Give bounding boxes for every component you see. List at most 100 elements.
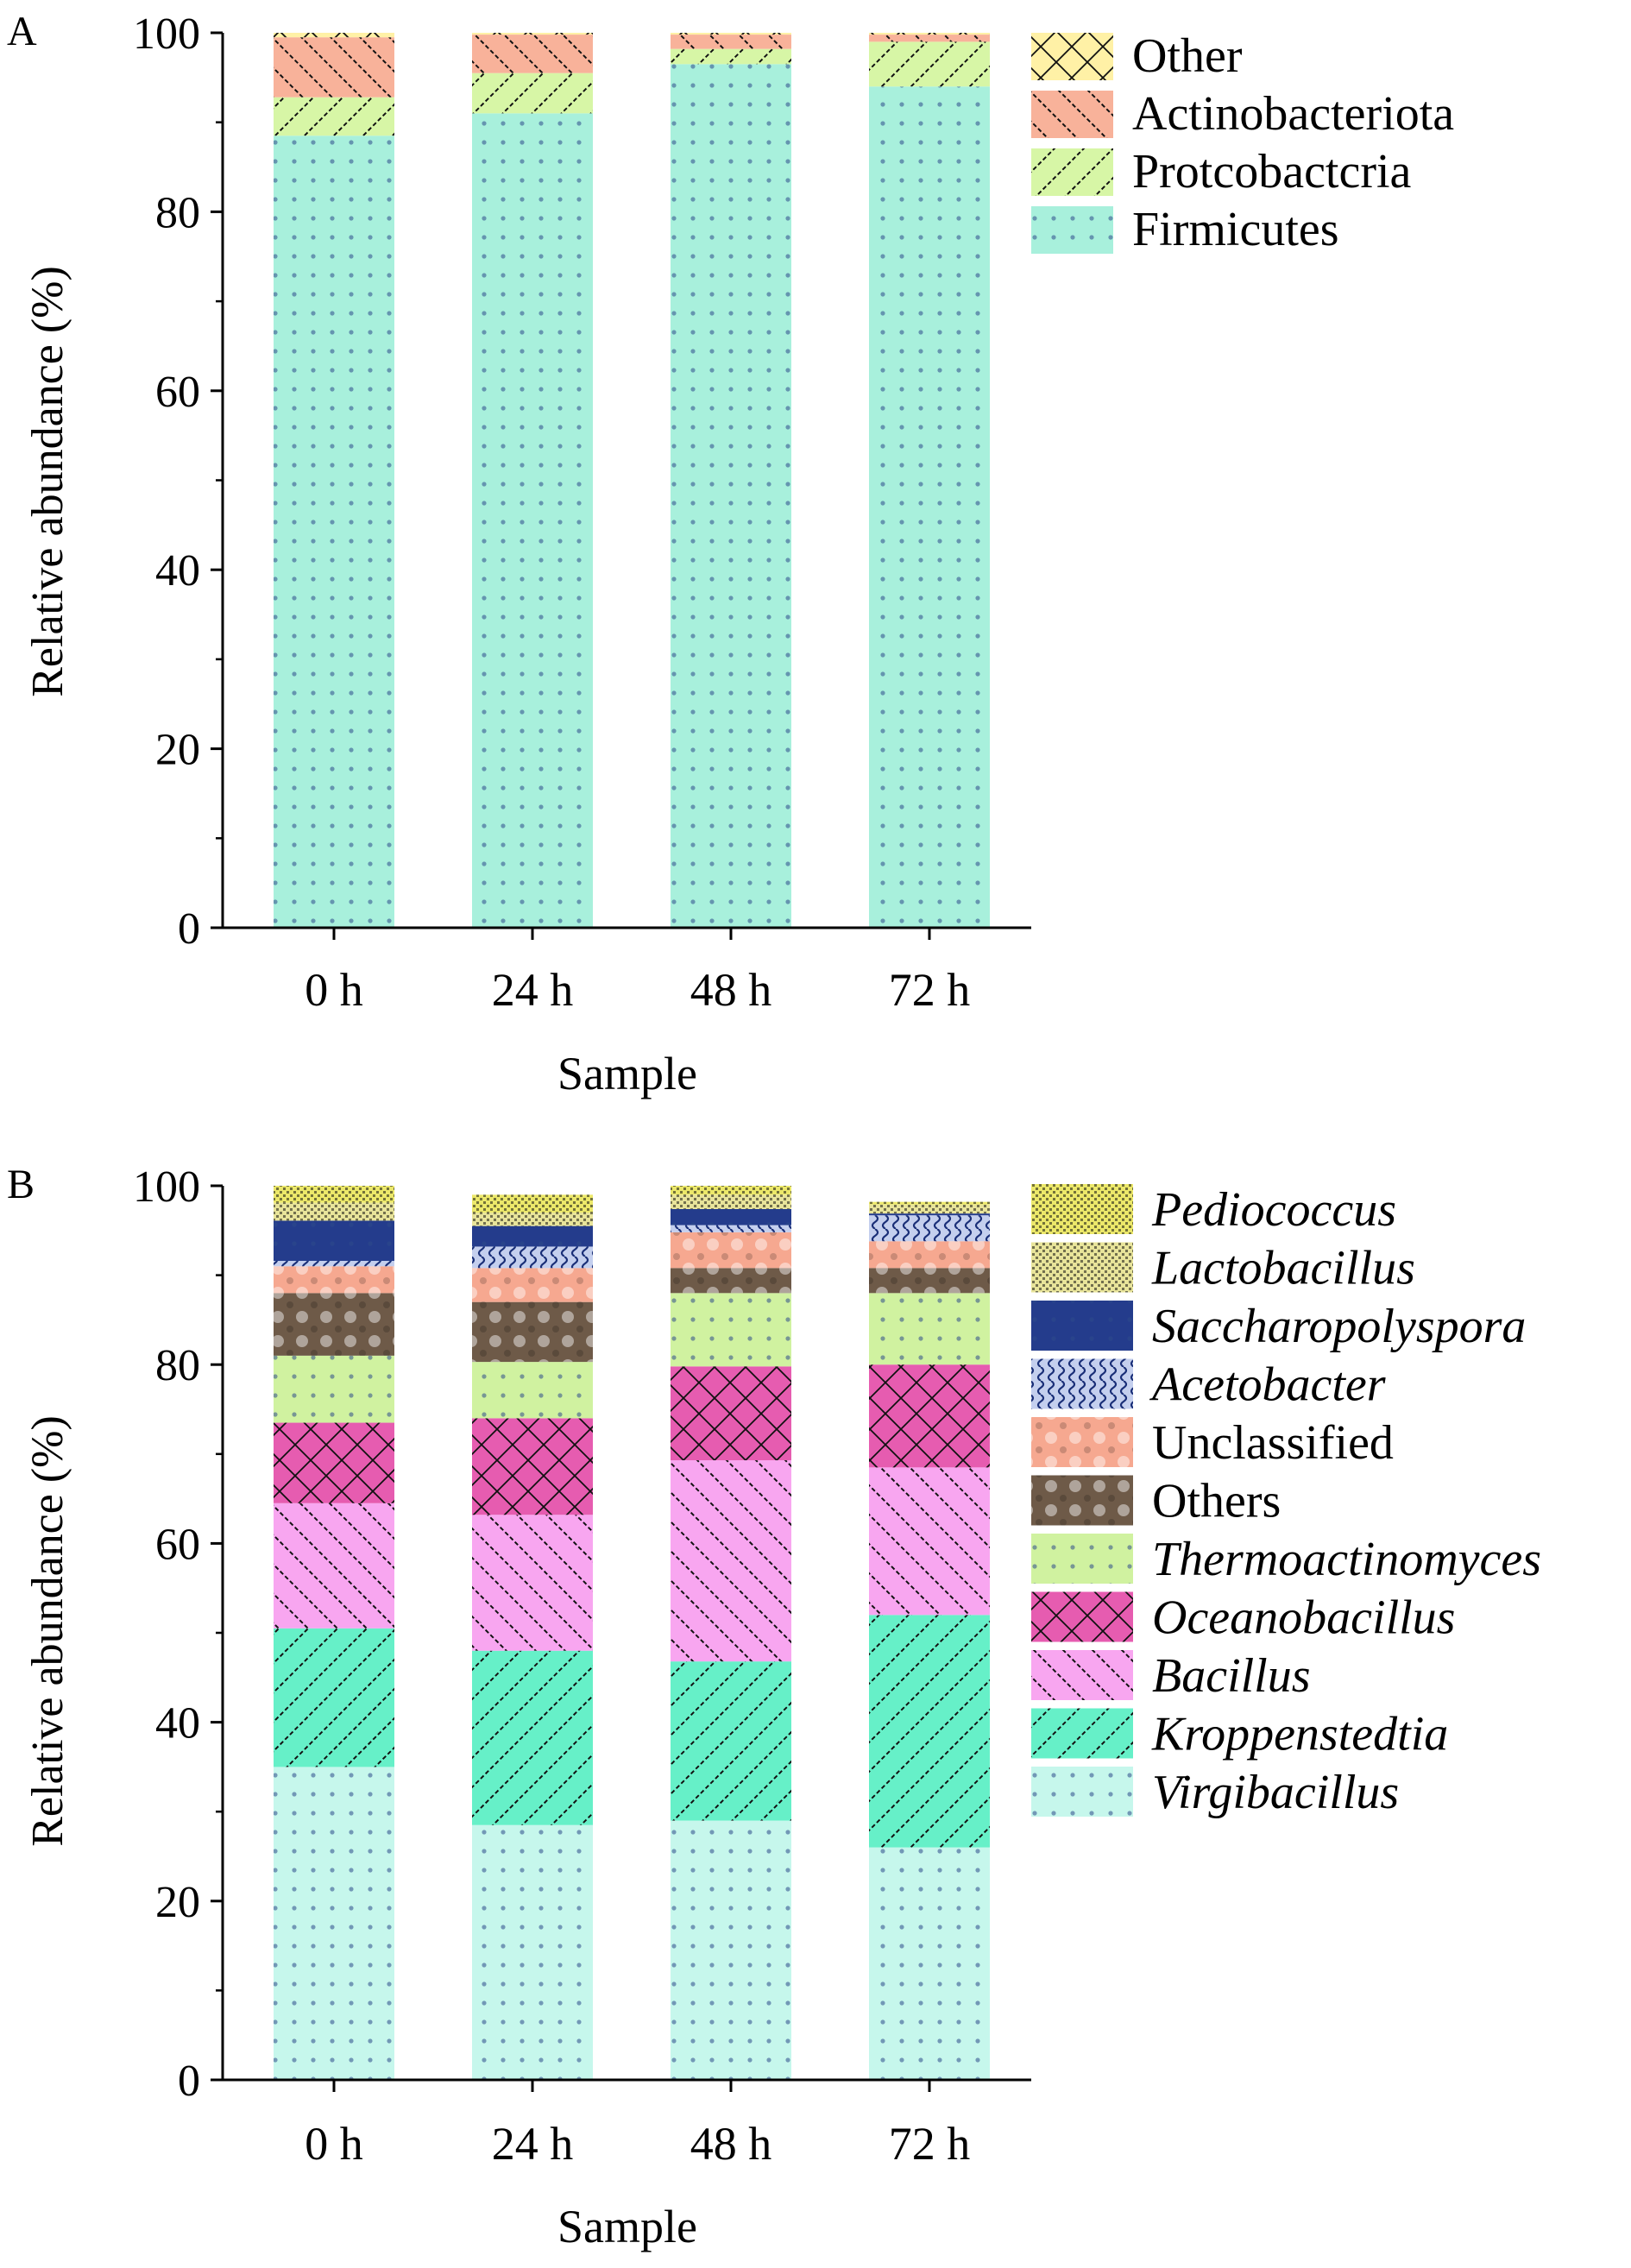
bar-segment-b-kroppenstedtia-24-h xyxy=(472,1650,593,1825)
bar-segment-a-protcobactcria-48-h xyxy=(671,48,791,65)
legend-label-b-unclassified: Unclassified xyxy=(1152,1416,1394,1470)
bar-segment-b-virgibacillus-24-h xyxy=(472,1824,593,2080)
bar-segment-a-firmicutes-48-h xyxy=(671,64,791,929)
bar-segment-a-firmicutes-72-h xyxy=(869,86,990,929)
bar-segment-a-other-72-h xyxy=(869,33,990,35)
x-tick-label-a-0-h: 0 h xyxy=(305,964,363,1016)
bar-segment-b-lactobacillus-48-h xyxy=(671,1194,791,1209)
legend-entry-b-thermoactinomyces: Thermoactinomyces xyxy=(1031,1533,1541,1586)
bar-segment-b-oceanobacillus-72-h xyxy=(869,1364,990,1468)
bar-segment-a-protcobactcria-72-h xyxy=(869,41,990,87)
bar-segment-b-pediococcus-0-h xyxy=(274,1186,394,1203)
y-axis-title-a: Relative abundance (%) xyxy=(23,266,72,697)
legend-entry-b-others: Others xyxy=(1031,1475,1281,1528)
legend-label-b-acetobacter: Acetobacter xyxy=(1149,1358,1386,1412)
legend-label-b-saccharopolyspora: Saccharopolyspora xyxy=(1152,1300,1526,1353)
legend-label-a-firmicutes: Firmicutes xyxy=(1132,203,1339,256)
legend-entry-b-unclassified: Unclassified xyxy=(1031,1416,1394,1470)
legend-label-a-protcobactcria: Protcobactcria xyxy=(1132,145,1412,198)
panel-a: A Relative abundance (%) Sample 0 20 40 60 8… xyxy=(7,9,1454,1099)
x-tick-label-a-72-h: 72 h xyxy=(889,964,971,1016)
legend-entry-b-oceanobacillus: Oceanobacillus xyxy=(1031,1591,1455,1645)
legend-label-b-pediococcus: Pediococcus xyxy=(1151,1183,1396,1237)
bar-segment-b-others-24-h xyxy=(472,1301,593,1363)
legend-label-b-virgibacillus: Virgibacillus xyxy=(1152,1766,1399,1819)
bar-segment-b-thermoactinomyces-0-h xyxy=(274,1355,394,1423)
bar-segment-b-saccharopolyspora-48-h xyxy=(671,1208,791,1225)
y-tick-label-a-40: 40 xyxy=(155,546,200,595)
y-tick-label-a-0: 0 xyxy=(178,904,200,954)
x-tick-label-b-24-h: 24 h xyxy=(492,2118,574,2170)
legend-b: PediococcusLactobacillusSaccharopolyspor… xyxy=(1031,1183,1541,1819)
bar-segment-b-unclassified-72-h xyxy=(869,1241,990,1269)
bar-segment-b-thermoactinomyces-48-h xyxy=(671,1293,791,1367)
bar-segment-b-kroppenstedtia-48-h xyxy=(671,1661,791,1821)
bar-segment-b-oceanobacillus-24-h xyxy=(472,1418,593,1515)
bar-segment-b-oceanobacillus-48-h xyxy=(671,1366,791,1461)
bar-segment-b-others-48-h xyxy=(671,1268,791,1294)
x-axis-title-a: Sample xyxy=(557,1048,697,1099)
bar-segment-b-virgibacillus-72-h xyxy=(869,1847,990,2080)
bar-segment-a-actinobacteriota-0-h xyxy=(274,37,394,98)
bar-segment-b-lactobacillus-72-h xyxy=(869,1204,990,1214)
axes-a: 0 20 40 60 80 100 0 h 24 h 48 h 72 h xyxy=(133,9,1031,1016)
x-tick-label-b-72-h: 72 h xyxy=(889,2118,971,2170)
legend-entry-b-acetobacter: Acetobacter xyxy=(1031,1358,1386,1412)
bars-a xyxy=(274,33,990,929)
legend-entry-a-firmicutes: Firmicutes xyxy=(1031,203,1339,256)
bar-segment-b-oceanobacillus-0-h xyxy=(274,1422,394,1503)
legend-entry-b-bacillus: Bacillus xyxy=(1031,1649,1311,1703)
bar-segment-b-virgibacillus-0-h xyxy=(274,1767,394,2080)
bar-segment-a-actinobacteriota-48-h xyxy=(671,35,791,49)
bar-segment-b-thermoactinomyces-72-h xyxy=(869,1293,990,1365)
x-tick-label-b-0-h: 0 h xyxy=(305,2118,363,2170)
bars-b xyxy=(274,1186,990,2080)
x-tick-label-a-24-h: 24 h xyxy=(492,964,574,1016)
bar-segment-b-saccharopolyspora-72-h xyxy=(869,1213,990,1216)
bar-segment-a-firmicutes-0-h xyxy=(274,135,394,928)
bar-segment-a-protcobactcria-24-h xyxy=(472,72,593,114)
panel-label-b: B xyxy=(7,1162,35,1207)
legend-a: OtherActinobacteriotaProtcobactcriaFirmi… xyxy=(1031,29,1454,256)
y-tick-label-b-0: 0 xyxy=(178,2057,200,2106)
legend-label-b-lactobacillus: Lactobacillus xyxy=(1151,1242,1415,1295)
y-tick-label-a-20: 20 xyxy=(155,726,200,775)
legend-entry-b-pediococcus: Pediococcus xyxy=(1031,1183,1396,1237)
bar-segment-b-unclassified-0-h xyxy=(274,1266,394,1294)
bar-segment-b-bacillus-0-h xyxy=(274,1503,394,1629)
bar-segment-b-bacillus-48-h xyxy=(671,1460,791,1662)
y-tick-label-b-40: 40 xyxy=(155,1699,200,1748)
legend-entry-a-other: Other xyxy=(1031,29,1243,83)
y-tick-label-a-80: 80 xyxy=(155,188,200,237)
legend-entry-a-actinobacteriota: Actinobacteriota xyxy=(1031,87,1454,141)
y-tick-label-b-100: 100 xyxy=(133,1162,200,1212)
bar-segment-b-unclassified-24-h xyxy=(472,1268,593,1302)
legend-label-b-oceanobacillus: Oceanobacillus xyxy=(1152,1591,1455,1645)
bar-segment-b-acetobacter-48-h xyxy=(671,1225,791,1232)
x-axis-title-b: Sample xyxy=(557,2201,697,2252)
legend-label-b-bacillus: Bacillus xyxy=(1152,1649,1311,1703)
legend-entry-b-kroppenstedtia: Kroppenstedtia xyxy=(1031,1708,1448,1761)
bar-segment-b-unclassified-48-h xyxy=(671,1232,791,1269)
y-tick-label-b-20: 20 xyxy=(155,1878,200,1927)
bar-segment-b-acetobacter-24-h xyxy=(472,1246,593,1269)
legend-label-b-others: Others xyxy=(1152,1475,1281,1528)
axes-b: 0 20 40 60 80 100 0 h 24 h 48 h 72 h xyxy=(133,1162,1031,2170)
bar-segment-b-bacillus-72-h xyxy=(869,1467,990,1616)
legend-label-a-other: Other xyxy=(1132,29,1243,83)
bar-segment-a-other-0-h xyxy=(274,33,394,38)
x-tick-label-b-48-h: 48 h xyxy=(690,2118,772,2170)
legend-label-a-actinobacteriota: Actinobacteriota xyxy=(1132,87,1454,141)
y-tick-label-b-80: 80 xyxy=(155,1341,200,1390)
bar-segment-b-thermoactinomyces-24-h xyxy=(472,1362,593,1419)
bar-segment-b-kroppenstedtia-72-h xyxy=(869,1615,990,1848)
bar-segment-b-pediococcus-24-h xyxy=(472,1194,593,1213)
y-axis-title-b: Relative abundance (%) xyxy=(23,1415,72,1847)
bar-segment-b-pediococcus-72-h xyxy=(869,1201,990,1205)
bar-segment-b-saccharopolyspora-24-h xyxy=(472,1225,593,1247)
legend-entry-b-lactobacillus: Lactobacillus xyxy=(1031,1242,1415,1295)
legend-label-b-thermoactinomyces: Thermoactinomyces xyxy=(1152,1533,1541,1586)
bar-segment-a-other-24-h xyxy=(472,33,593,35)
bar-segment-a-protcobactcria-0-h xyxy=(274,97,394,136)
